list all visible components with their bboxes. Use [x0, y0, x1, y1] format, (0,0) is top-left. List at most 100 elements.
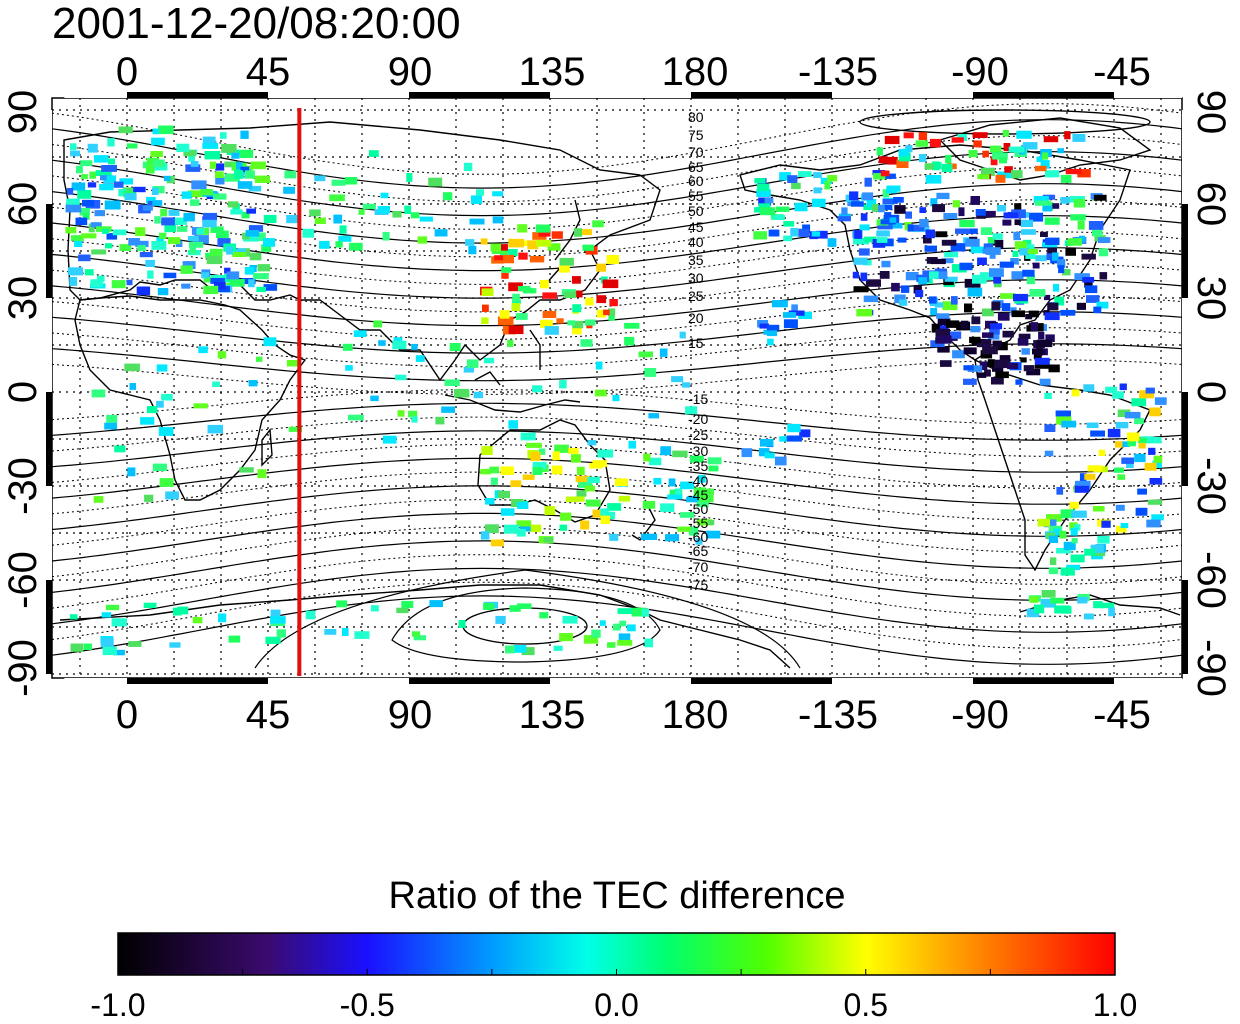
contour-line — [52, 595, 1182, 665]
tec-cell — [341, 627, 349, 636]
tec-cell — [1084, 548, 1096, 556]
axis-bar-top — [691, 92, 832, 98]
tec-cell — [559, 512, 572, 521]
tec-cell — [542, 292, 557, 299]
tec-cell — [879, 271, 890, 279]
tec-cell — [580, 229, 592, 236]
tec-cell — [791, 304, 798, 312]
tec-cell — [532, 385, 543, 393]
tec-cell — [434, 229, 448, 237]
tec-cell — [787, 423, 801, 433]
tec-cell — [931, 323, 943, 333]
tec-cell — [977, 257, 987, 265]
tec-cell — [547, 243, 561, 251]
tec-cell — [1137, 437, 1147, 443]
tec-cell — [76, 165, 83, 174]
tec-cell — [872, 170, 886, 176]
tec-cell — [501, 272, 509, 279]
tec-cell — [1011, 310, 1025, 318]
tec-cell — [435, 416, 445, 425]
tec-cell — [286, 215, 299, 224]
tec-cell — [443, 192, 453, 201]
axis-bar-left — [46, 392, 52, 486]
tec-cell — [964, 303, 973, 313]
contour-label: -15 — [688, 391, 708, 407]
tec-cell — [203, 212, 217, 221]
tec-cell — [865, 279, 881, 287]
axis-bar-left — [46, 110, 52, 204]
tec-cell — [951, 264, 967, 273]
tec-cell — [905, 272, 919, 281]
contour-line — [52, 567, 1182, 633]
tec-cell — [535, 239, 552, 247]
tec-cell — [934, 302, 944, 308]
tec-cell — [608, 313, 615, 321]
tec-cell — [1065, 248, 1076, 256]
tec-cell — [1060, 197, 1070, 204]
tec-cell — [481, 317, 489, 324]
tec-cell — [1022, 239, 1032, 249]
tec-cell — [101, 165, 117, 172]
colorbar-ticks: -1.0 -0.5 0.0 0.5 1.0 — [90, 969, 1137, 1023]
tec-cell — [788, 310, 805, 316]
tec-cell — [532, 467, 543, 475]
tec-cell — [1045, 237, 1060, 245]
tec-cell — [1100, 602, 1115, 609]
contour-line — [52, 199, 1182, 258]
tec-cell — [216, 230, 229, 239]
tec-cell — [980, 227, 993, 235]
tec-cell — [1074, 485, 1090, 493]
coast-newzealand — [631, 499, 656, 541]
tec-cell — [1101, 520, 1111, 528]
tec-cell — [689, 455, 704, 463]
tec-cell — [897, 237, 907, 243]
tec-cell — [314, 175, 326, 182]
tec-cell — [226, 271, 240, 280]
tec-cell — [183, 212, 195, 222]
tec-cell — [415, 355, 425, 362]
tec-cell — [1011, 209, 1026, 219]
coast-north-america — [739, 144, 1131, 361]
tec-cell — [884, 135, 900, 145]
tec-cell — [708, 465, 719, 472]
tec-cell — [511, 303, 521, 312]
contour-line — [52, 327, 1182, 368]
coast-australia — [477, 419, 611, 523]
tec-cell — [741, 448, 753, 458]
contour-line — [52, 359, 1182, 395]
tec-cell — [329, 194, 345, 202]
axis-bar-top — [832, 92, 973, 98]
tec-cell — [227, 201, 239, 208]
tec-cell — [540, 319, 553, 328]
tec-cell — [1081, 253, 1096, 260]
tec-cell — [1086, 422, 1099, 428]
tec-cell — [685, 406, 698, 415]
tec-cell — [465, 239, 475, 246]
tec-cell — [1050, 597, 1065, 604]
tec-cell — [1033, 196, 1049, 204]
lat-tick-label-right: 30 — [1189, 276, 1233, 321]
tec-cell — [494, 490, 501, 499]
tec-cell — [628, 440, 636, 449]
axis-bar-right — [1182, 298, 1188, 392]
tec-cell — [237, 181, 253, 189]
tec-cell — [959, 262, 973, 271]
tec-cell — [644, 368, 657, 377]
tec-cell — [860, 213, 868, 221]
contour-line — [52, 526, 1182, 585]
tec-cell — [958, 207, 965, 217]
tec-cell — [873, 173, 886, 180]
tec-cell — [248, 225, 264, 232]
tec-cell — [681, 382, 690, 388]
tec-cell — [104, 200, 121, 210]
tec-cell — [1026, 369, 1041, 376]
tec-cell — [244, 266, 255, 275]
tec-cell — [969, 336, 981, 344]
tec-cell — [200, 189, 214, 196]
tec-cell — [499, 310, 510, 319]
axis-bar-bottom — [832, 678, 973, 684]
tec-cell — [989, 268, 1004, 277]
lon-tick-label-bottom: -135 — [798, 693, 878, 737]
tec-cell — [135, 240, 149, 248]
tec-cell — [151, 137, 165, 146]
